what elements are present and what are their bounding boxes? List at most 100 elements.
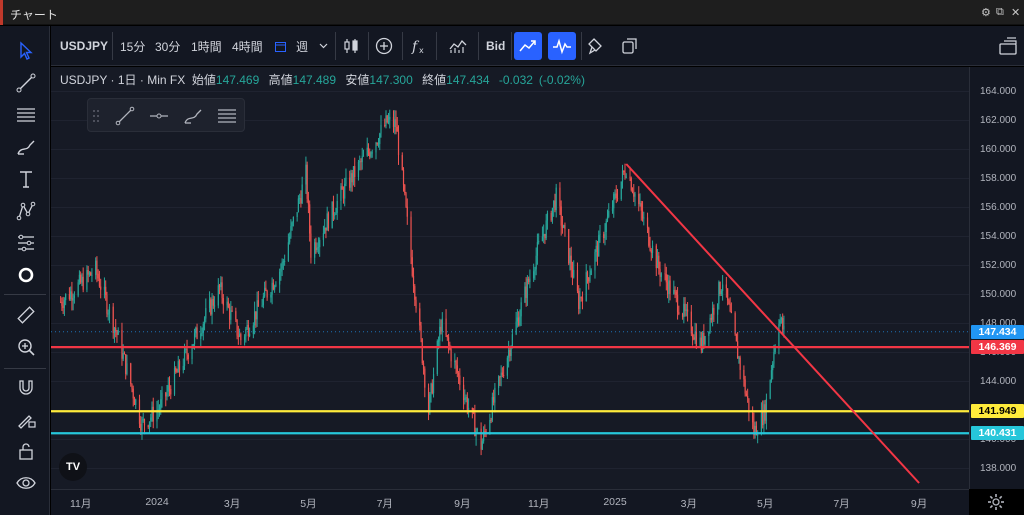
brush-icon[interactable]: [13, 134, 39, 160]
time-tick-label: 3月: [223, 498, 241, 510]
horizontal-line-icon[interactable]: [146, 103, 172, 129]
pattern-icon[interactable]: [13, 198, 39, 224]
candle-body: [624, 172, 626, 177]
candle-body: [606, 216, 609, 222]
interval-week-button[interactable]: 週: [296, 39, 309, 54]
templates-icon[interactable]: [444, 32, 472, 60]
symbol-search-button[interactable]: USDJPY: [60, 39, 109, 53]
trading-chart-icon[interactable]: [514, 32, 542, 60]
candle-body: [508, 350, 510, 358]
candle-body: [299, 198, 301, 200]
toolbar-divider: [402, 32, 403, 60]
interval-4h-button[interactable]: 4時間: [232, 39, 263, 54]
brush-icon[interactable]: [180, 103, 206, 129]
chart-settings-icon[interactable]: [986, 492, 1006, 512]
candle-body: [86, 270, 88, 290]
text-icon[interactable]: [13, 166, 39, 192]
trend-line-icon[interactable]: [13, 70, 39, 96]
price-axis[interactable]: 138.000140.000142.000144.000146.000148.0…: [969, 67, 1024, 489]
candle-body: [681, 313, 684, 318]
candle-body: [691, 333, 694, 338]
cursor-icon[interactable]: [13, 38, 39, 64]
lock-drawing-icon[interactable]: [13, 406, 39, 432]
interval-15m-button[interactable]: 15分: [120, 39, 146, 54]
candle-body: [289, 236, 291, 243]
shapes-icon[interactable]: [13, 262, 39, 288]
candle-body: [675, 291, 677, 296]
candle-body: [686, 309, 689, 312]
candle-body: [462, 384, 465, 401]
candle-body: [518, 317, 520, 326]
candle-body: [419, 308, 421, 326]
candle-body: [359, 161, 361, 163]
candle-body: [568, 229, 570, 264]
candle-body: [309, 204, 311, 234]
time-axis[interactable]: 11月 2024 3月 5月 7月 9月 11月 2025 3月 5月 7月 9月: [51, 489, 969, 515]
candle-body: [748, 398, 750, 413]
prediction-icon[interactable]: [13, 230, 39, 256]
candle-body: [117, 329, 119, 335]
candle-body: [106, 295, 108, 314]
candle-body: [544, 233, 546, 239]
candle-body: [564, 225, 566, 230]
candle-body: [782, 318, 784, 330]
candle-body: [649, 245, 651, 251]
candle-body: [639, 203, 641, 205]
candle-body: [551, 207, 554, 221]
candle-body: [87, 270, 89, 275]
candle-body: [783, 325, 785, 330]
candle-body: [182, 365, 184, 371]
add-compare-icon[interactable]: [370, 32, 398, 60]
layout-copy-icon[interactable]: [616, 32, 644, 60]
zoom-in-icon[interactable]: [13, 334, 39, 360]
candle-body: [395, 119, 397, 127]
candle-body: [629, 176, 631, 179]
candles-icon[interactable]: [337, 32, 365, 60]
candle-body: [386, 115, 388, 123]
magnet-icon[interactable]: [13, 374, 39, 400]
toolbar-divider: [335, 32, 336, 60]
popout-icon[interactable]: ⧉: [996, 6, 1004, 18]
ruler-icon[interactable]: [13, 302, 39, 328]
candle-body: [498, 376, 500, 388]
fib-retracement-icon[interactable]: [13, 102, 39, 128]
interval-30m-button[interactable]: 30分: [155, 39, 181, 54]
price-tick-label: 158.000: [980, 172, 1017, 184]
calendar-icon[interactable]: [275, 26, 286, 66]
candle-body: [625, 176, 627, 178]
eye-icon[interactable]: [13, 470, 39, 496]
candle-body: [727, 288, 729, 301]
candle-body: [236, 319, 238, 336]
candle-body: [175, 367, 177, 372]
unlock-icon[interactable]: [13, 438, 39, 464]
settings-icon[interactable]: ⚙: [981, 7, 991, 19]
candle-body: [235, 311, 237, 320]
candle-body: [728, 300, 730, 305]
candle-body: [640, 203, 642, 211]
interval-1h-button[interactable]: 1時間: [191, 39, 222, 54]
price-tick-label: 162.000: [980, 114, 1017, 126]
candle-body: [538, 241, 540, 243]
chevron-down-icon[interactable]: [319, 26, 328, 66]
price-source-button[interactable]: Bid: [486, 39, 506, 53]
candle-body: [713, 307, 715, 315]
candle-body: [97, 273, 99, 279]
drag-handle-icon[interactable]: [90, 103, 102, 129]
toolbar-divider: [478, 32, 479, 60]
toolbar-divider: [368, 32, 369, 60]
candle-body: [608, 211, 610, 217]
fib-retracement-icon[interactable]: [214, 103, 240, 129]
candle-body: [524, 286, 526, 303]
candle-body: [222, 298, 224, 306]
candle-body: [614, 193, 616, 195]
multi-layout-icon[interactable]: [994, 32, 1022, 60]
candle-body: [350, 173, 352, 188]
candle-body: [331, 201, 333, 229]
trend-line-icon[interactable]: [112, 103, 138, 129]
pulse-icon[interactable]: [548, 32, 576, 60]
candle-body: [135, 399, 137, 405]
close-icon[interactable]: ✕: [1011, 7, 1021, 19]
chart-pane[interactable]: USDJPY · 1日 · Min FX 始値147.469 高値147.489…: [51, 67, 969, 489]
clear-drawings-icon[interactable]: [582, 32, 610, 60]
